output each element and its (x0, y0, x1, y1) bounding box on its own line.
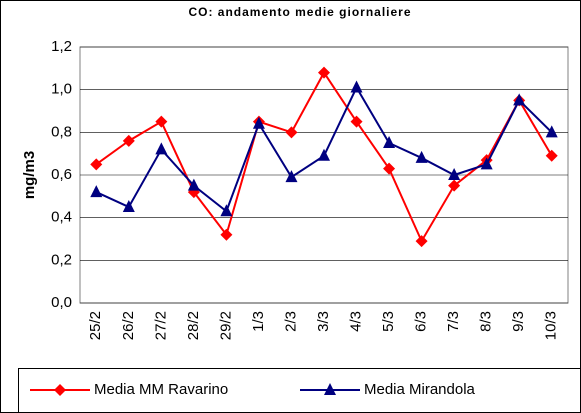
point-marker (285, 170, 298, 183)
point-marker (252, 116, 265, 129)
y-tick-label: 0,2 (51, 251, 72, 268)
point-marker (350, 80, 363, 93)
chart-title: CO: andamento medie giornaliere (188, 5, 411, 19)
point-marker (318, 148, 330, 161)
point-marker (383, 162, 396, 175)
point-marker (220, 204, 233, 217)
y-tick-label: 0,0 (51, 294, 72, 311)
point-marker (318, 66, 330, 79)
legend-box (18, 368, 581, 413)
x-tick-label: 27/2 (152, 311, 169, 340)
x-tick-label: 2/3 (282, 311, 299, 332)
x-tick-label: 4/3 (348, 311, 365, 332)
x-tick-label: 6/3 (413, 311, 430, 332)
point-marker (220, 228, 233, 241)
point-marker (155, 142, 168, 155)
y-tick-label: 0,6 (51, 166, 72, 183)
point-marker (285, 126, 298, 139)
x-tick-label: 1/3 (250, 311, 267, 332)
legend-label: Media MM Ravarino (94, 381, 228, 398)
x-tick-label: 26/2 (120, 311, 137, 340)
legend-marker (324, 383, 336, 395)
point-marker (90, 158, 103, 171)
legend-label: Media Mirandola (364, 381, 476, 398)
x-tick-label: 8/3 (478, 311, 495, 332)
point-marker (545, 149, 558, 162)
y-tick-label: 1,0 (51, 81, 72, 98)
y-tick-label: 1,2 (51, 38, 72, 55)
x-tick-label: 7/3 (445, 311, 462, 332)
point-marker (448, 179, 461, 192)
point-marker (415, 235, 428, 248)
x-tick-label: 28/2 (185, 311, 202, 340)
x-tick-label: 9/3 (510, 311, 527, 332)
point-marker (545, 125, 558, 138)
y-tick-label: 0,8 (51, 123, 72, 140)
point-marker (155, 115, 168, 128)
x-tick-label: 29/2 (217, 311, 234, 340)
point-marker (513, 93, 526, 106)
x-tick-label: 10/3 (543, 311, 560, 340)
point-marker (90, 185, 103, 198)
point-marker (350, 115, 363, 128)
point-marker (448, 168, 461, 180)
point-marker (122, 134, 135, 147)
point-marker (122, 200, 135, 212)
point-marker (187, 178, 200, 191)
x-tick-label: 5/3 (380, 311, 397, 332)
legend-marker (54, 384, 66, 396)
point-marker (415, 150, 428, 163)
x-tick-label: 3/3 (315, 311, 332, 332)
point-marker (383, 136, 396, 148)
point-marker (480, 157, 493, 170)
x-tick-label: 25/2 (87, 311, 104, 340)
y-tick-label: 0,4 (51, 209, 72, 226)
y-axis-label: mg/m3 (21, 151, 38, 199)
